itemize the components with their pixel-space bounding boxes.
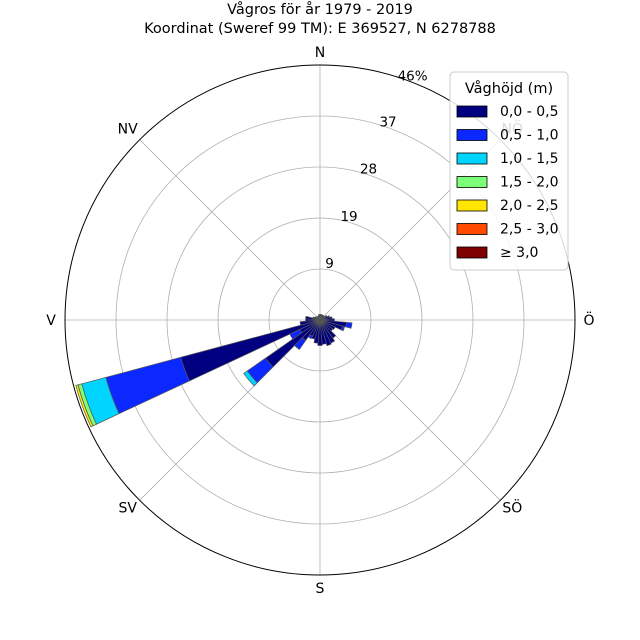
outer-ring (64, 64, 576, 576)
chart-title: Vågros för år 1979 - 2019 (227, 1, 413, 18)
bar-segment-dir-260-bin-0 (299, 319, 321, 326)
polar-grid (64, 64, 576, 576)
grid-spoke (319, 319, 501, 501)
bar-segment-dir-250-bin-4 (75, 384, 94, 428)
legend-entry-label: 2,5 - 3,0 (500, 222, 558, 238)
legend-entry-label: 1,5 - 2,0 (500, 175, 558, 191)
radial-tick-label: 28 (360, 162, 377, 178)
direction-label-v: V (46, 313, 56, 329)
legend-swatch (456, 246, 488, 259)
legend-swatch (456, 129, 488, 141)
legend-entry-label: 0,5 - 1,0 (500, 128, 558, 144)
legend: Våghöjd (m) 0,0 - 0,5 0,5 - 1,0 1,0 - 1,5 1,… (449, 71, 569, 271)
direction-label-sv: SV (118, 500, 137, 516)
radial-tick-label: 9 (325, 256, 334, 272)
chart-subtitle: Koordinat (Sweref 99 TM): E 369527, N 62… (144, 21, 496, 37)
legend-entry-label: 0,0 - 0,5 (500, 104, 558, 120)
legend-entry-label: 1,0 - 1,5 (500, 151, 558, 167)
direction-label-nv: NV (118, 122, 138, 138)
bar-segment-dir-220-bin-1 (294, 337, 307, 351)
bar-segment-dir-180-bin-0 (317, 319, 323, 346)
radial-tick-label: 37 (379, 115, 396, 131)
direction-label-sö: SÖ (502, 498, 522, 516)
direction-label-n: N (315, 45, 325, 61)
legend-swatch (456, 176, 488, 188)
radial-max-label: 46% (398, 68, 428, 84)
direction-label-s: S (316, 581, 325, 597)
direction-label-ö: Ö (583, 311, 594, 329)
wave-bars (75, 314, 353, 428)
legend-swatch (456, 223, 488, 235)
legend-swatch (456, 199, 488, 212)
legend-swatch (456, 105, 488, 118)
legend-entry-label: 2,0 - 2,5 (500, 198, 558, 214)
bar-segment-dir-240-bin-1 (289, 328, 303, 340)
bar-segment-dir-160-bin-0 (319, 319, 332, 347)
bar-segment-dir-100-bin-1 (345, 321, 353, 329)
radial-tick-label: 19 (340, 209, 357, 225)
bar-segment-dir-110-bin-1 (340, 325, 346, 332)
legend-swatch (456, 152, 488, 165)
grid-spoke (139, 139, 321, 321)
legend-entry-label: ≥ 3,0 (500, 245, 538, 261)
bar-segment-dir-230-bin-2 (243, 370, 258, 387)
legend-box (449, 71, 569, 271)
bar-segment-dir-250-bin-1 (105, 356, 190, 415)
legend-title: Våghöjd (m) (465, 80, 553, 97)
